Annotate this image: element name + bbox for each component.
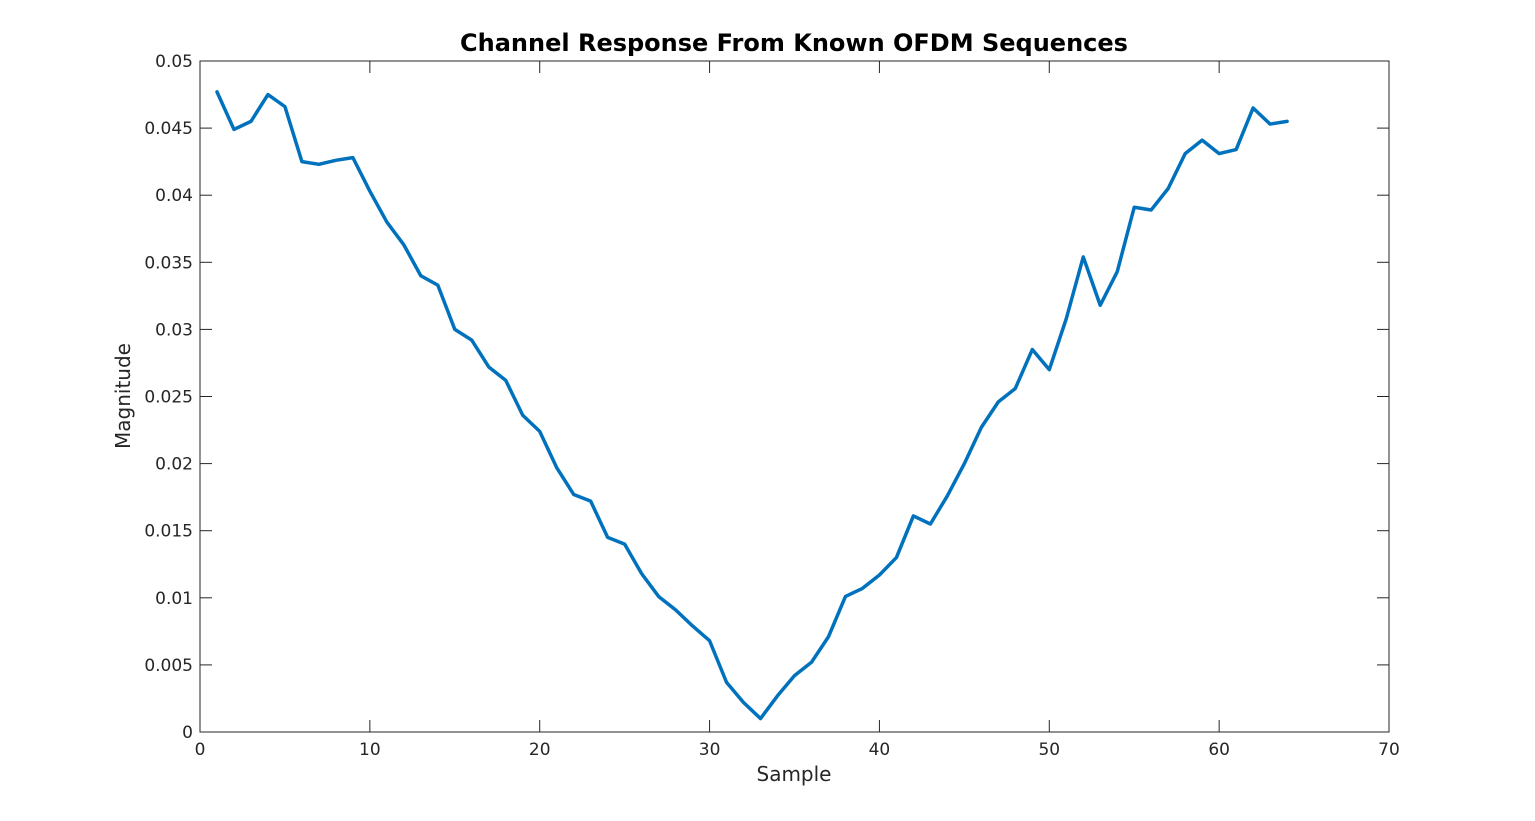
y-tick-label: 0 (182, 723, 193, 743)
x-axis: 0 10 20 30 40 50 60 70 (195, 61, 1400, 760)
y-axis: 0 0.005 0.01 0.015 0.02 0.025 0.03 0.035 0.04 0.0… (144, 52, 1389, 743)
x-tick-label: 70 (1378, 740, 1400, 760)
y-tick-label: 0.045 (144, 119, 193, 139)
y-tick-label: 0.01 (155, 589, 193, 609)
x-axis-label: Sample (757, 762, 832, 786)
y-tick-label: 0.02 (155, 455, 193, 475)
x-tick-label: 30 (699, 740, 721, 760)
y-axis-label: Magnitude (111, 343, 135, 449)
plot-area (199, 60, 1390, 733)
y-tick-label: 0.04 (155, 186, 193, 206)
x-tick-label: 0 (195, 740, 206, 760)
x-tick-label: 20 (529, 740, 551, 760)
x-tick-label: 60 (1208, 740, 1230, 760)
chart-title: Channel Response From Known OFDM Sequenc… (460, 29, 1128, 57)
series-line-0 (215, 90, 1289, 721)
x-tick-label: 50 (1038, 740, 1060, 760)
series-group (215, 90, 1289, 721)
x-tick-label: 10 (359, 740, 381, 760)
y-tick-label: 0.05 (155, 52, 193, 72)
y-tick-label: 0.03 (155, 320, 193, 340)
y-tick-label: 0.025 (144, 388, 193, 408)
y-tick-label: 0.035 (144, 253, 193, 273)
y-tick-label: 0.005 (144, 656, 193, 676)
y-tick-label: 0.015 (144, 522, 193, 542)
x-tick-label: 40 (869, 740, 891, 760)
